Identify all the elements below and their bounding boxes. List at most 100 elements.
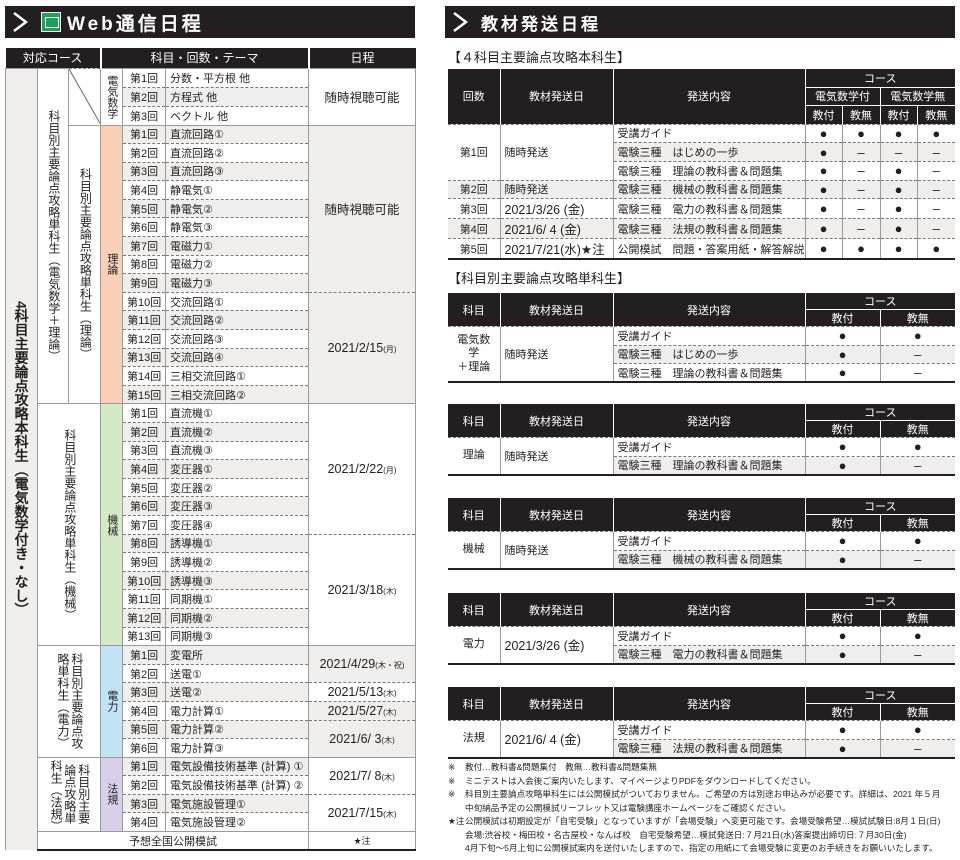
ship-content: 電験三種 機械の教科書＆問題集 [612,179,805,199]
course-main: 4科目主要論点攻略本科生（電気数学付き・なし） [5,67,38,851]
header-with-text: 教付 [804,420,880,438]
included-mark-icon: ● [879,437,956,456]
lesson-number: 第1回 [122,756,166,776]
included-mark-icon: ● [804,626,880,645]
subject-label: 電気数学 [100,67,124,125]
lesson-theme: 変圧器③ [165,496,309,516]
weekday-text: (木) [381,772,395,782]
subject-label: 機械 [448,531,500,570]
lesson-row: 第9回 電磁力③ [6,273,416,293]
lesson-row: 第8回 電磁力② [6,254,416,274]
lesson-number: 第1回 [122,403,166,423]
lesson-theme: 変圧器① [165,459,309,479]
date-text: 2021/3/18 [327,582,384,597]
lesson-theme: 交流回路④ [165,347,309,367]
included-mark-icon: ● [879,626,956,645]
lesson-number: 第10回 [122,570,166,590]
subject-label: 電力 [100,645,124,758]
lesson-theme: 静電気② [165,198,309,218]
date-text: 2021/6/ 3 [329,731,382,746]
lesson-row: 4科目主要論点攻略本科生（電気数学付き・なし） 科目別主要論点攻略単科生（電気数学… [5,67,417,851]
not-included-mark: – [879,549,956,570]
not-included-mark: – [879,738,956,759]
header-without-text: 教無 [879,703,956,721]
ship-content: 電験三種 電力の教科書＆問題集 [612,198,805,219]
included-mark-icon: ● [804,198,842,219]
header-subject: 科目 [448,592,500,627]
lesson-number: 第2回 [122,422,166,442]
included-mark-icon: ● [804,549,880,570]
header-with-text: 教付 [804,105,842,124]
lesson-row: 第13回 同期機③ [6,626,416,646]
ship-content: 電験三種 はじめの一歩 [612,142,805,162]
mock-exam-note: ★注 [308,831,417,852]
lesson-row: 第9回 誘導機② [6,552,416,572]
ship-date: 随時発送 [499,123,613,181]
lesson-row: 第6回 静電気③ [6,217,416,237]
header-course: コース [804,292,956,310]
not-included-mark: – [879,363,956,383]
included-mark-icon: ● [879,218,917,239]
lesson-theme: 送電② [165,682,309,702]
main-course-shipping-table: 回数 教材発送日 発送内容 コース 電気数学付 電気数学無 教付 教無 教付 教無 第1回 随時… [448,68,956,261]
note-mark: ※ [448,762,456,772]
lesson-number: 第1回 [122,67,166,87]
header-without-text: 教無 [841,105,880,124]
note-item: ※ ミニテストは入会後ご案内いたします、マイページよりPDFをダウンロードしてくだ… [448,775,958,789]
included-mark-icon: ● [804,326,880,345]
lesson-number: 第7回 [122,514,166,535]
included-mark-icon: ● [879,238,917,261]
subject-label: 電力 [448,626,500,665]
note-text: 中旬納品予定の公開模試リーフレット又は電験講座ホームページをご確認ください。 [465,802,791,813]
header-without-text: 教無 [916,105,956,124]
lesson-row: 第15回 三相交流回路② [6,384,416,404]
not-included-mark: – [841,198,880,219]
lesson-number: 第13回 [122,347,166,367]
lesson-row: 第2回 直流回路② [6,143,416,163]
included-mark-icon: ● [804,142,842,162]
included-mark-icon: ● [916,238,956,261]
lesson-row: 第8回 誘導機① 2021/3/18(木) [6,533,417,646]
lesson-theme: 同期機① [165,589,309,609]
lesson-number: 第9回 [122,273,166,293]
lesson-number: 第9回 [122,552,166,572]
subject-label: 法規 [448,720,500,759]
lesson-theme: 電気施設管理① [165,793,309,813]
lesson-row: 第2回 方程式 他 [6,86,416,106]
not-included-mark: – [879,142,917,162]
ship-content: 受講ガイド [612,326,805,345]
weekday-text: (木) [383,707,397,717]
course-label: 科目別主要論点攻略単科生（理論） [67,124,102,404]
course-label: 科目別主要論点攻略単科生（電気数学＋理論） [37,67,69,404]
schedule-date: 2021/7/15(木) [308,793,417,832]
included-mark-icon: ● [804,123,842,143]
lesson-number: 第2回 [448,179,500,199]
lesson-row: 第6回 変圧器③ [6,496,416,516]
header-course: コース [804,403,956,421]
lesson-row: 科目別主要論点攻略単科生（法規） 法規 第1回 電気設備技術基準 (計算) ① 2021… [6,756,417,832]
note-text: ミニテストは入会後ご案内いたします、マイページよりPDFをダウンロードしてくださ… [465,775,816,786]
included-mark-icon: ● [879,720,956,739]
shipping-row: 電験三種 電力の教科書＆問題集 ● – [448,644,956,665]
lesson-number: 第3回 [122,682,166,702]
lesson-theme: 交流回路② [165,310,309,330]
date-text: 2021/7/ 8 [329,768,382,783]
lesson-theme: 電力計算② [165,719,309,739]
lesson-row: 第10回 交流回路① 2021/2/15(月) [6,291,417,404]
not-included-mark: – [916,198,956,219]
not-included-mark: – [841,218,880,239]
lesson-number: 第11回 [122,310,166,330]
weekday-text: (月) [383,345,397,355]
lesson-row: 第4回 変圧器① [6,459,416,479]
date-text: 2021/4/29 [319,657,376,672]
schedule-date: 2021/5/13(木) [308,682,417,702]
lesson-number: 第11回 [122,589,166,609]
header-date: 教材発送日 [499,592,613,627]
ship-date: 随時発送 [499,437,613,476]
lesson-number: 第2回 [122,775,166,795]
lesson-row: 第3回 直流回路③ [6,161,416,181]
lesson-number: 第1回 [448,123,500,181]
ship-date: 随時発送 [499,531,613,570]
included-mark-icon: ● [916,123,956,143]
lesson-theme: 電気設備技術基準 (計算) ② [165,775,309,795]
